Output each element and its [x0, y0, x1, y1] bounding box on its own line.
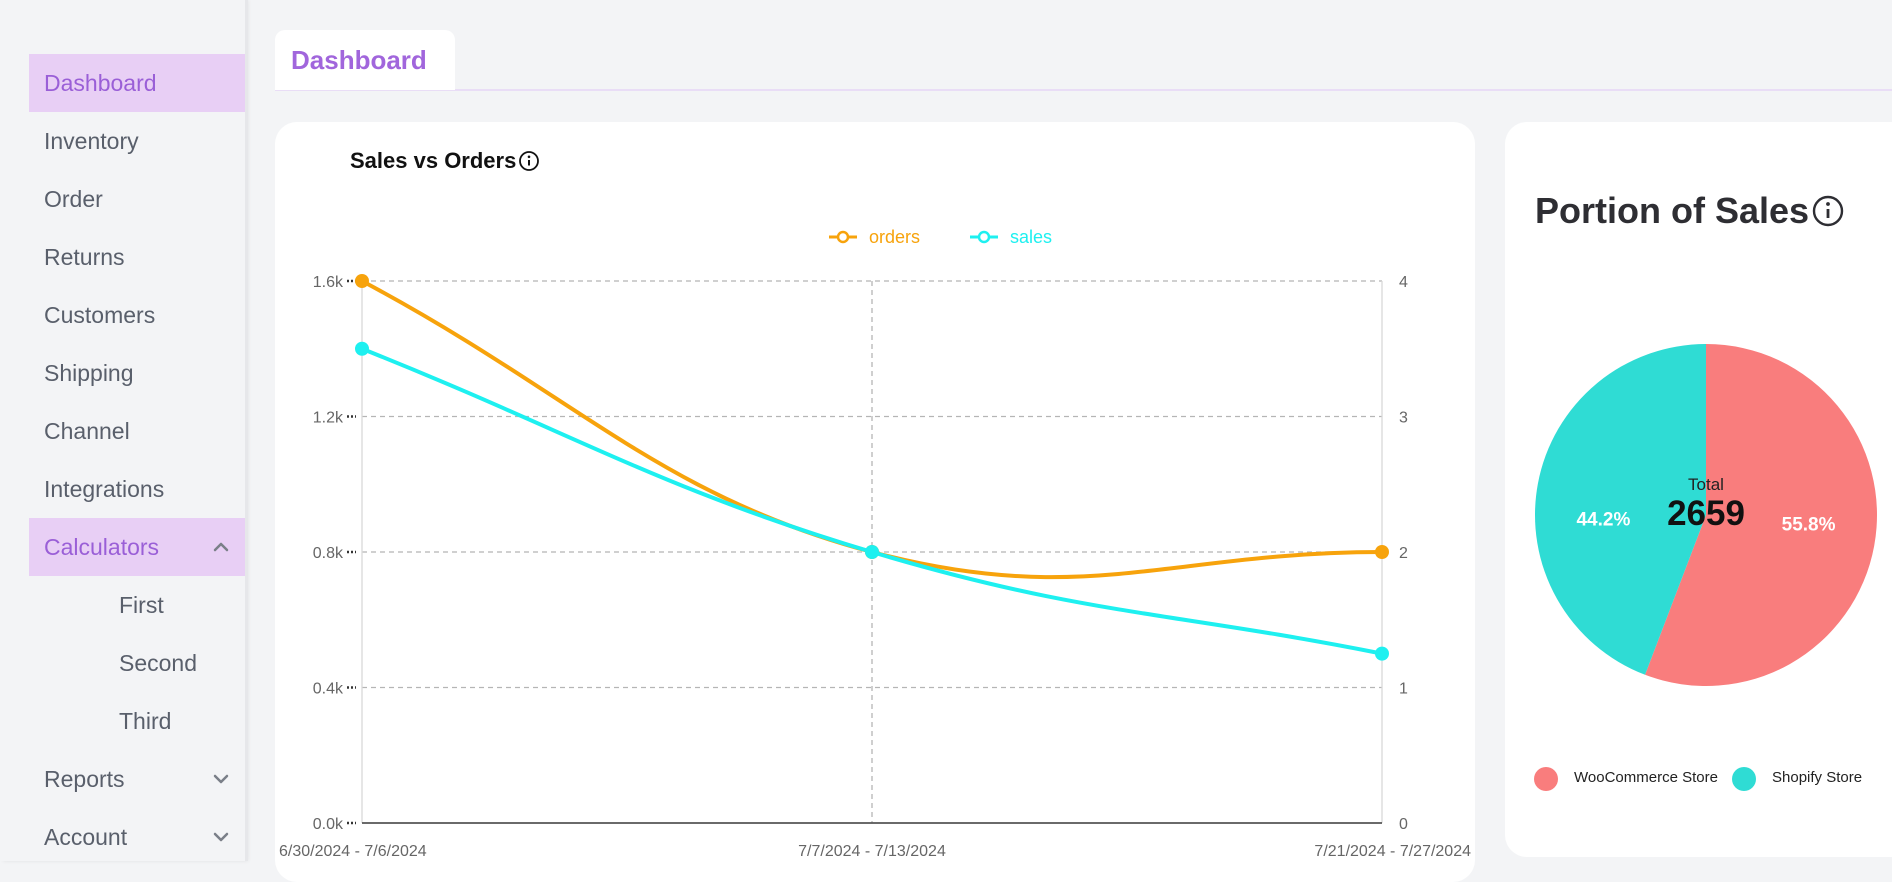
sidebar-item-dashboard[interactable]: Dashboard — [29, 54, 245, 112]
sidebar-item-integrations[interactable]: Integrations — [29, 460, 245, 518]
header-divider — [275, 89, 1892, 91]
left-axis-tick-label: 1.2k — [313, 410, 344, 427]
sidebar-border — [245, 0, 248, 861]
legend-label-orders[interactable]: orders — [869, 227, 920, 247]
pie-slice-shopify[interactable] — [1535, 344, 1706, 675]
pie-chart-title-wrap: Portion of Sales — [1535, 190, 1845, 232]
sidebar-item-returns[interactable]: Returns — [29, 228, 245, 286]
x-axis-tick-label: 7/7/2024 - 7/13/2024 — [798, 843, 946, 860]
info-circle-icon[interactable] — [1811, 194, 1845, 228]
sidebar-item-shipping[interactable]: Shipping — [29, 344, 245, 402]
right-axis-tick-label: 0 — [1399, 816, 1408, 833]
right-axis-tick-label: 4 — [1399, 274, 1408, 291]
sidebar-item-label: Account — [44, 823, 128, 850]
right-axis-tick-label: 1 — [1399, 681, 1408, 698]
chevron-up-icon[interactable] — [211, 537, 231, 557]
left-axis-tick-label: 0.0k — [313, 816, 344, 833]
pie-slice-label: 55.8% — [1782, 514, 1836, 535]
sidebar-item-label: Customers — [44, 301, 156, 328]
legend-marker-orders — [836, 230, 850, 244]
sidebar-subitem-label: Second — [119, 649, 198, 676]
right-axis-tick-label: 2 — [1399, 545, 1408, 562]
sidebar-subitem-first[interactable]: First — [29, 576, 245, 634]
sales-orders-line-chart: 0.0k 0.4k 0.8k 1.2k 1.6k 0 1 2 3 4 6/30/2024 - 7/6… — [279, 227, 1471, 860]
pie-chart-title: Portion of Sales — [1535, 190, 1810, 231]
pie-legend-swatch — [1732, 767, 1756, 791]
sidebar-item-label: Calculators — [44, 533, 160, 560]
tab-dashboard[interactable]: Dashboard — [275, 30, 455, 90]
sidebar-item-customers[interactable]: Customers — [29, 286, 245, 344]
tab-label: Dashboard — [291, 44, 427, 75]
chevron-down-icon[interactable] — [211, 769, 231, 789]
sidebar-subitem-label: First — [119, 591, 164, 618]
sidebar-item-order[interactable]: Order — [29, 170, 245, 228]
left-axis-tick-label: 0.4k — [313, 681, 344, 698]
left-axis-tick-label: 0.8k — [313, 545, 344, 562]
data-point-orders[interactable] — [1375, 545, 1389, 559]
sidebar-subitem-third[interactable]: Third — [29, 692, 245, 750]
sidebar-item-inventory[interactable]: Inventory — [29, 112, 245, 170]
sidebar-item-label: Inventory — [44, 127, 139, 154]
sidebar — [0, 0, 245, 861]
data-point-sales[interactable] — [865, 545, 879, 559]
sidebar-item-label: Integrations — [44, 475, 165, 502]
sidebar-item-reports[interactable]: Reports — [29, 750, 245, 808]
pie-center-value: 2659 — [1667, 494, 1745, 533]
pie-slice-woocommerce[interactable] — [1645, 344, 1877, 686]
pie-slice-label: 44.2% — [1576, 510, 1630, 531]
x-axis-tick-label: 6/30/2024 - 7/6/2024 — [279, 843, 427, 860]
sidebar-item-label: Order — [44, 185, 103, 212]
legend-label-sales[interactable]: sales — [1010, 227, 1052, 247]
data-point-sales[interactable] — [1375, 646, 1389, 661]
sidebar-item-calculators[interactable]: Calculators — [29, 518, 245, 576]
x-axis-tick-label: 7/21/2024 - 7/27/2024 — [1314, 843, 1471, 860]
sidebar-item-label: Reports — [44, 765, 125, 792]
pie-legend-swatch — [1534, 767, 1558, 791]
sidebar-subitem-second[interactable]: Second — [29, 634, 245, 692]
pie-legend-label[interactable]: Shopify Store — [1772, 769, 1862, 786]
data-point-sales[interactable] — [355, 341, 369, 356]
info-circle-icon[interactable] — [518, 150, 540, 172]
sidebar-item-label: Shipping — [44, 359, 134, 386]
sales-chart-title-wrap: Sales vs Orders — [350, 148, 540, 174]
data-point-orders[interactable] — [355, 274, 369, 288]
pie-center-label: Total — [1688, 475, 1724, 494]
pie-legend-label[interactable]: WooCommerce Store — [1574, 769, 1718, 786]
sales-chart-title: Sales vs Orders — [350, 148, 517, 173]
sidebar-item-label: Dashboard — [44, 69, 157, 96]
right-axis-tick-label: 3 — [1399, 410, 1408, 427]
left-axis-tick-label: 1.6k — [313, 274, 344, 291]
sidebar-item-label: Channel — [44, 417, 130, 444]
legend-marker-sales — [977, 230, 991, 244]
sales-orders-card — [275, 122, 1475, 882]
sidebar-item-label: Returns — [44, 243, 125, 270]
sidebar-item-channel[interactable]: Channel — [29, 402, 245, 460]
chevron-down-icon[interactable] — [211, 827, 231, 847]
sidebar-subitem-label: Third — [119, 707, 172, 734]
sidebar-item-account[interactable]: Account — [29, 808, 245, 866]
